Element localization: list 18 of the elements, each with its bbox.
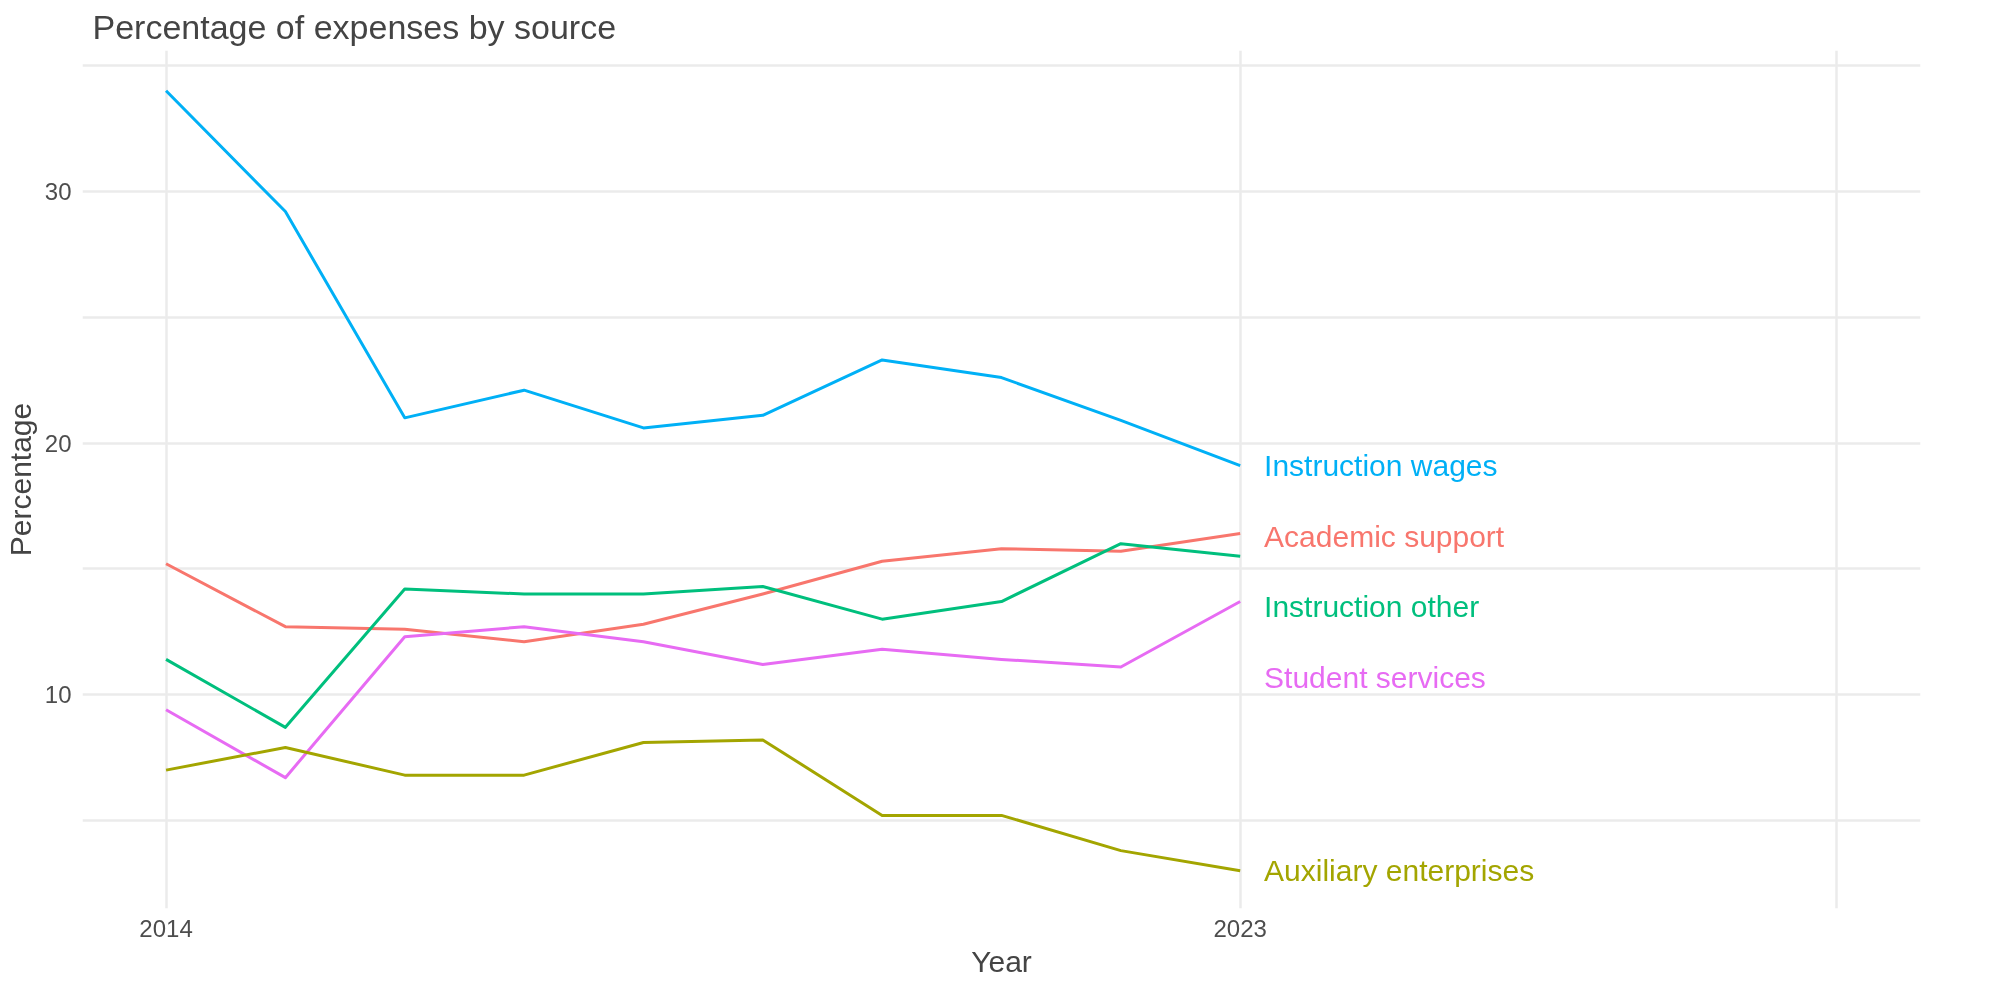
y-tick-label: 30: [44, 177, 72, 205]
text: Student services: [1264, 660, 1486, 694]
y-tick-label: 10: [44, 681, 72, 709]
line-series: [164, 542, 1242, 729]
line-series: [164, 532, 1242, 644]
series-label: Auxiliary enterprises: [1264, 854, 1535, 888]
x-tick-label: 2014: [139, 914, 193, 942]
chart-title: Percentage of expenses by source: [92, 7, 617, 46]
series-label: Academic support: [1264, 519, 1505, 553]
line-series: [164, 600, 1242, 780]
x-tick-label: 2023: [1213, 914, 1267, 942]
y-tick-label: 20: [44, 429, 72, 457]
line-series: [164, 738, 1242, 873]
line-series: [164, 89, 1242, 468]
x-axis-title: Year: [971, 944, 1032, 978]
y-axis-title: Percentage: [3, 402, 37, 557]
series-label: Instruction wages: [1264, 449, 1498, 483]
series-label: Instruction other: [1264, 590, 1480, 624]
